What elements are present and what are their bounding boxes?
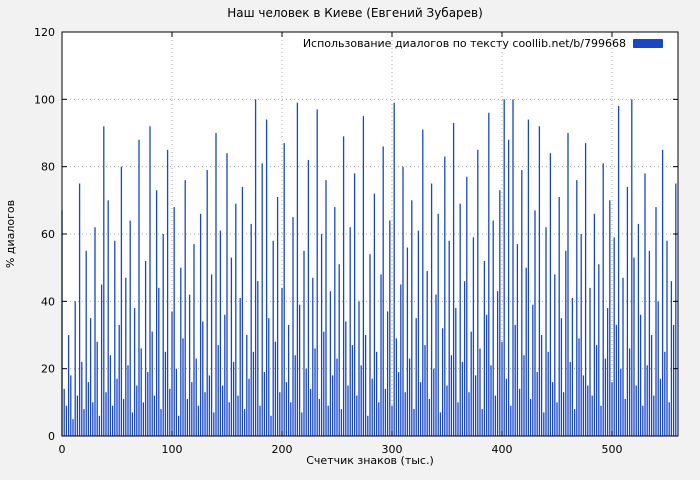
x-axis-label: Счетчик знаков (тыс.) <box>306 454 434 467</box>
x-tick-label: 400 <box>492 443 513 456</box>
legend-label: Использование диалогов по тексту coollib… <box>303 37 626 50</box>
y-axis-label: % диалогов <box>4 200 17 268</box>
y-tick-label: 120 <box>34 26 55 39</box>
ticks-layer: 0 100 200 300 400 500 0 20 40 60 80 100 120 <box>34 26 678 456</box>
y-tick-label: 80 <box>41 161 55 174</box>
x-tick-label: 0 <box>59 443 66 456</box>
y-tick-label: 100 <box>34 93 55 106</box>
y-tick-label: 0 <box>48 430 55 443</box>
x-tick-label: 500 <box>602 443 623 456</box>
y-tick-label: 20 <box>41 363 55 376</box>
legend-swatch <box>633 39 663 48</box>
y-tick-label: 40 <box>41 295 55 308</box>
x-tick-label: 100 <box>162 443 183 456</box>
plot-layer <box>61 31 679 437</box>
x-tick-label: 200 <box>272 443 293 456</box>
x-tick-label: 300 <box>382 443 403 456</box>
chart-title: Наш человек в Киеве (Евгений Зубарев) <box>227 6 483 20</box>
y-tick-label: 60 <box>41 228 55 241</box>
